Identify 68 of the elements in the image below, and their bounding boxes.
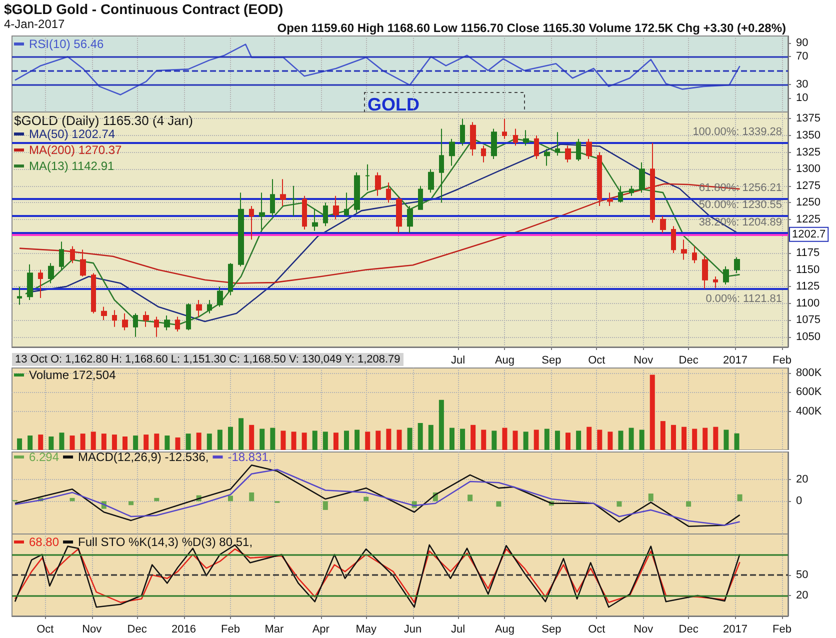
y-tick-label: 1225 (796, 213, 820, 226)
y-tick-label: 30 (796, 78, 808, 90)
ref-line-label: 1202.7 (792, 228, 826, 240)
y-tick-label: 1150 (796, 264, 820, 276)
x-tick-label: Sep (542, 624, 562, 636)
y-tick-label: 1100 (796, 297, 820, 310)
legend-label: 68.80 (29, 535, 60, 549)
legend-label: MA(50) 1202.74 (29, 127, 116, 141)
x-tick-label: 2017 (723, 354, 748, 366)
y-tick-label: 1375 (796, 112, 820, 125)
legend-label: 6.294 (29, 450, 60, 464)
chart-title: $GOLD Gold - Continuous Contract (EOD) (4, 1, 284, 17)
legend-label: MA(13) 1142.91 (29, 159, 114, 173)
ref-line-label: 100.00%: 1339.28 (692, 126, 782, 138)
legend-label: MA(200) 1270.37 (29, 143, 122, 157)
x-tick-label: Oct (588, 624, 606, 636)
legend-label: Full STO %K(14,3) %D(3) 80.51, (78, 535, 253, 549)
y-tick-label: 1325 (796, 146, 820, 158)
x-tick-label: 2017 (723, 624, 748, 636)
x-tick-label: Nov (634, 354, 654, 366)
x-tick-label: Feb (772, 354, 792, 366)
x-tick-label: Dec (127, 624, 148, 636)
y-tick-label: 600K (796, 386, 822, 398)
x-tick-label: Aug (494, 354, 515, 366)
x-tick-label: Dec (678, 624, 699, 636)
y-tick-label: 1350 (796, 130, 820, 142)
ref-line-label: 50.00%: 1230.55 (698, 199, 782, 212)
y-tick-label: 800K (796, 366, 822, 379)
x-tick-label: 2016 (172, 624, 196, 636)
y-tick-label: 20 (796, 473, 808, 486)
x-tick-label: Feb (221, 624, 240, 636)
x-tick-label: Jun (404, 624, 422, 636)
y-tick-label: 1125 (796, 280, 820, 293)
y-tick-label: 70 (796, 50, 808, 63)
y-tick-label: 10 (796, 92, 808, 104)
y-tick-label: 20 (796, 590, 808, 602)
legend-label: MACD(12,26,9) -12.536, (78, 450, 209, 464)
y-tick-label: 1300 (796, 163, 820, 176)
y-tick-label: 0 (796, 495, 802, 508)
annotation: GOLD (368, 94, 420, 114)
text: Open 1159.60 High 1168.60 Low 1156.70 Close 1165.30 Volume 172.5K Chg +3.30 (+0.28%) (277, 21, 786, 35)
x-tick-label: Aug (494, 624, 515, 636)
y-tick-label: 400K (796, 405, 822, 418)
x-tick-label: Sep (542, 354, 562, 366)
y-tick-label: 1075 (796, 314, 820, 326)
y-tick-label: 1050 (796, 330, 820, 343)
y-tick-label: 1275 (796, 180, 820, 192)
legend-label: RSI(10) 56.46 (29, 37, 104, 51)
y-tick-label: 1250 (796, 196, 820, 209)
chart-subtitle: 4-Jan-2017 (4, 17, 66, 31)
x-tick-label: Feb (772, 624, 792, 636)
x-tick-label: Jul (450, 354, 466, 366)
x-tick-label: Oct (36, 624, 54, 636)
text: 13 Oct O: 1,162.80 H: 1,168.60 L: 1,151.30 C: 1,168.50 V: 130,049 Y: 1,208.79 (15, 354, 400, 366)
x-tick-label: Apr (312, 624, 330, 636)
legend-label: -18.831, (228, 450, 272, 464)
x-tick-label: May (356, 624, 377, 636)
x-tick-label: Nov (634, 624, 654, 636)
x-tick-label: Jul (450, 624, 466, 636)
legend-label: Volume 172,504 (29, 368, 116, 382)
y-tick-label: 90 (796, 36, 808, 49)
y-tick-label: 1175 (796, 247, 820, 259)
x-tick-label: Mar (264, 624, 284, 636)
x-tick-label: Dec (678, 354, 699, 366)
x-tick-label: Oct (588, 354, 606, 366)
x-tick-label: Nov (82, 624, 102, 636)
ref-line-label: 0.00%: 1121.81 (706, 293, 782, 306)
y-tick-label: 50 (796, 569, 808, 581)
